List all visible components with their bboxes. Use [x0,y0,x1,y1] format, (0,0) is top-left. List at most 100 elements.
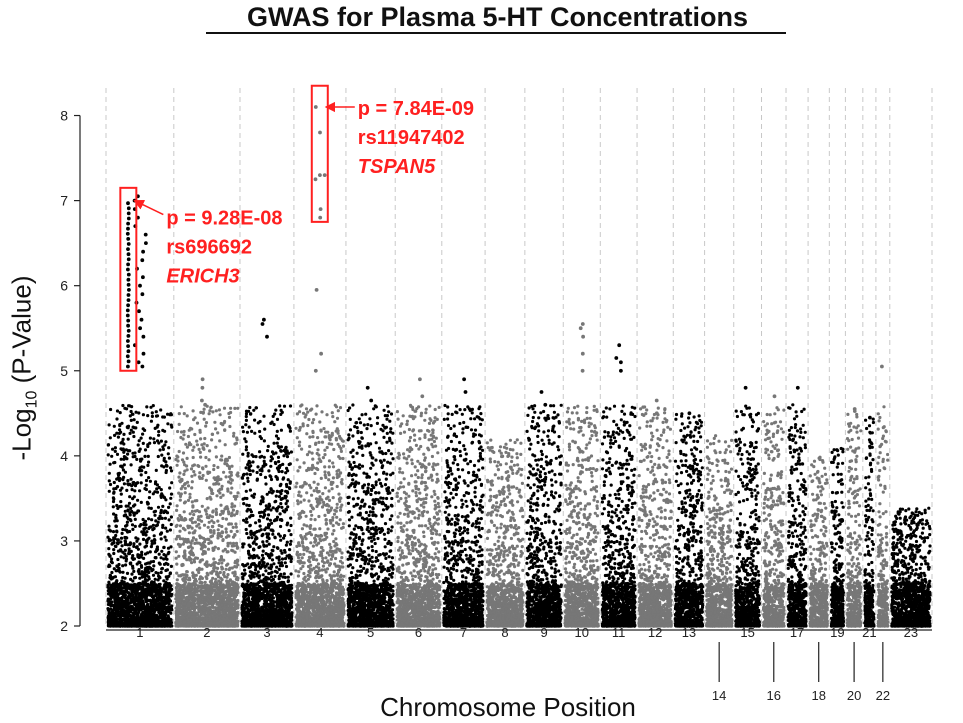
snp-point [245,504,248,507]
snp-point [232,526,235,529]
snp-point [140,437,143,440]
snp-point [230,522,233,525]
snp-point [147,476,150,479]
snp-point [175,524,178,527]
snp-point [280,498,283,501]
snp-point [163,546,166,549]
snp-point [161,505,164,508]
snp-point [157,430,160,433]
snp-point [217,562,220,565]
snp-point [192,582,195,585]
snp-point [177,476,180,479]
snp-point [114,534,117,537]
snp-point [150,540,153,543]
snp-point [202,537,205,540]
snp-point [196,422,199,425]
snp-point [186,414,189,417]
snp-point [254,521,257,524]
snp-point [194,416,197,419]
snp-point [176,504,179,507]
snp-point [121,448,124,451]
snp-point [208,600,211,603]
snp-point [246,477,249,480]
snp-point [144,527,147,530]
snp-point [263,428,266,431]
snp-point [198,477,201,480]
snp-point [126,482,129,485]
snp-point [206,497,209,500]
snp-point [211,570,214,573]
snp-point [277,470,280,473]
snp-point [182,527,185,530]
snp-point [139,607,142,610]
snp-point [225,531,228,534]
snp-point [116,453,119,456]
snp-point [126,619,129,622]
snp-point [179,499,182,502]
snp-point [145,488,148,491]
snp-point [122,438,125,441]
snp-point [211,547,214,550]
snp-point [179,619,182,622]
snp-point [164,527,167,530]
snp-signal-point [141,250,145,254]
snp-point [234,522,237,525]
snp-point [146,599,149,602]
snp-point [165,592,168,595]
snp-point [159,408,162,411]
snp-point [242,430,245,433]
snp-point [119,598,122,601]
snp-point [132,481,135,484]
snp-point [205,617,208,620]
snp-point [248,426,251,429]
snp-point [149,599,152,602]
snp-point [181,458,184,461]
snp-point [207,542,210,545]
snp-point [258,430,261,433]
snp-point [147,561,150,564]
snp-point [159,589,162,592]
snp-point [217,482,220,485]
snp-point [147,615,150,618]
snp-point [235,542,238,545]
snp-point [107,525,110,528]
snp-point [197,515,200,518]
snp-point [229,407,232,410]
snp-point [196,541,199,544]
snp-point [217,572,220,575]
snp-point [192,606,195,609]
snp-point [130,419,133,422]
snp-point [125,624,128,627]
snp-point [140,501,143,504]
snp-point [269,519,272,522]
snp-point [146,443,149,446]
snp-point [275,495,278,498]
snp-point [109,529,112,532]
snp-point [115,611,118,614]
snp-point [117,601,120,604]
snp-point [218,524,221,527]
snp-point [196,605,199,608]
snp-point [114,545,117,548]
snp-point [125,555,128,558]
snp-point [204,465,207,468]
snp-point [131,523,134,526]
snp-point [126,426,129,429]
snp-point [165,597,168,600]
snp-point [160,567,163,570]
snp-point [183,579,186,582]
snp-point [109,483,112,486]
snp-point [202,448,205,451]
snp-point [219,597,222,600]
snp-point [165,585,168,588]
snp-point [174,458,177,461]
snp-point [121,532,124,535]
snp-point [192,456,195,459]
snp-point [190,551,193,554]
snp-point [216,593,219,596]
snp-point [209,583,212,586]
snp-point [144,621,147,624]
snp-point [216,479,219,482]
snp-point [128,547,131,550]
snp-point [252,409,255,412]
